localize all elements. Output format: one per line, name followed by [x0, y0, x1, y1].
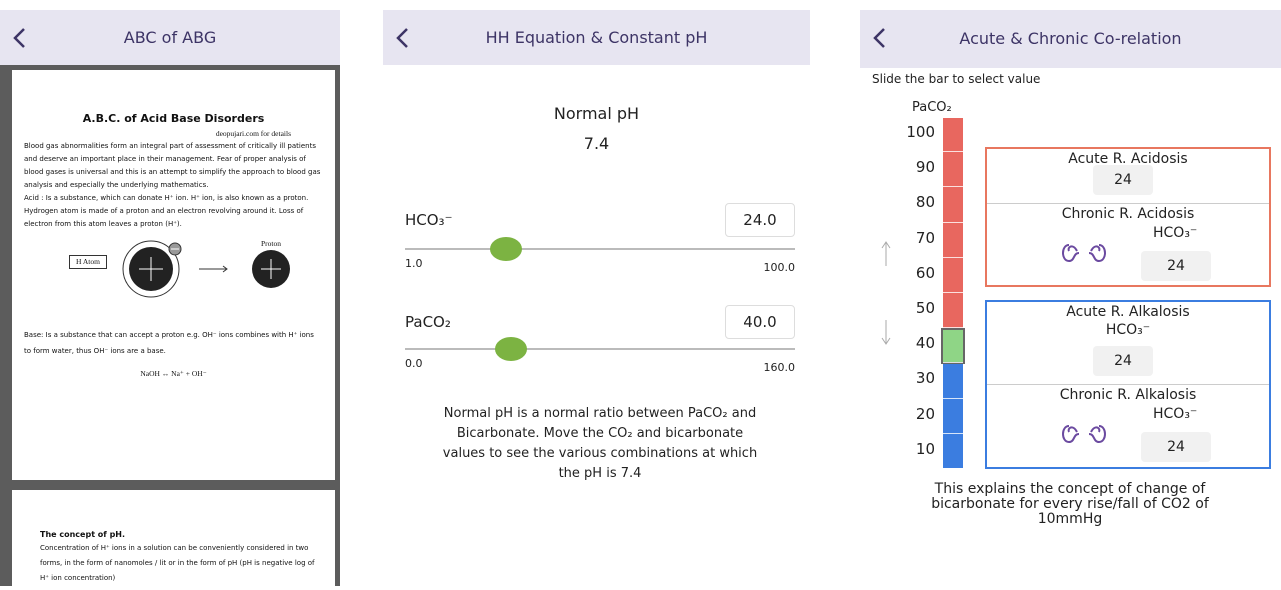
slider-label: HCO₃⁻: [405, 211, 453, 229]
header-title: HH Equation & Constant pH: [485, 28, 708, 47]
doc-title: A.B.C. of Acid Base Disorders: [82, 112, 265, 125]
atom-label: H Atom: [69, 255, 107, 269]
acute-title: Acute R. Alkalosis: [1066, 304, 1190, 320]
value-field[interactable]: 24.0: [725, 203, 795, 237]
hco3-value: 24: [1093, 346, 1153, 376]
hco3-value: 24: [1141, 251, 1211, 281]
kidney-icon: [1059, 420, 1109, 450]
chronic-title: Chronic R. Alkalosis: [1059, 387, 1197, 403]
instruction: Slide the bar to select value: [872, 72, 1041, 86]
scale-label: 30: [915, 369, 935, 388]
doc-paragraph: Concentration of H⁺ ions in a solution c…: [40, 544, 315, 582]
chronic-title: Chronic R. Acidosis: [1061, 206, 1195, 222]
divider: [987, 384, 1269, 385]
hco3-label: HCO₃⁻: [1153, 225, 1198, 241]
bar-selector[interactable]: [941, 328, 965, 364]
condition-box: Acute R. Acidosis HCO₃⁻ 24 Chronic R. Acido…: [985, 147, 1271, 287]
doc-source: deopujari.com for details: [215, 129, 291, 138]
slider-max: 160.0: [763, 361, 796, 374]
acute-title: Acute R. Acidosis: [1068, 151, 1188, 167]
hco3-label: HCO₃⁻: [1153, 406, 1198, 422]
value-field[interactable]: 40.0: [725, 305, 795, 339]
description: Normal pH is a normal ratio between PaCO…: [442, 406, 758, 481]
slider-group: PaCO₂ 40.0 0.0 160.0: [405, 305, 795, 385]
slider-min: 1.0: [405, 257, 423, 270]
atom-drawing: [122, 240, 290, 298]
document-page: A.B.C. of Acid Base Disorders deopujari.…: [12, 70, 335, 480]
scale-label: 90: [915, 158, 935, 177]
bar-tick: [943, 327, 963, 329]
divider: [987, 203, 1269, 204]
arrows: [881, 241, 891, 345]
doc-equation: NaOH ↔ Na⁺ + OH⁻: [140, 369, 207, 378]
bar-tick: [943, 432, 963, 434]
scale-label: 100: [906, 123, 935, 141]
scale-title: PaCO₂: [912, 100, 952, 115]
scale-label: 60: [915, 263, 935, 282]
bar-tick: [943, 256, 963, 258]
bar-tick: [943, 151, 963, 153]
paco2-bar[interactable]: [943, 118, 963, 468]
document-page: The concept of pH. Concentration of H⁺ i…: [12, 490, 335, 590]
proton-label: Proton: [261, 239, 282, 248]
back-button[interactable]: [395, 27, 409, 49]
scale-label: 80: [915, 193, 935, 212]
scale-label: 70: [915, 228, 935, 247]
header: Acute & Chronic Co-relation: [860, 10, 1281, 68]
doc-paragraph: Blood gas abnormalities form an integral…: [24, 142, 321, 189]
kidney-icon: [1059, 239, 1109, 269]
bar-tick: [943, 362, 963, 364]
doc-heading: The concept of pH.: [40, 530, 126, 539]
scale-label: 50: [915, 299, 935, 317]
header: ABC of ABG: [0, 10, 340, 65]
document-viewer: A.B.C. of Acid Base Disorders deopujari.…: [0, 65, 340, 590]
slider-track: [405, 248, 795, 250]
back-button[interactable]: [12, 27, 26, 49]
bar-tick: [943, 292, 963, 293]
slider-min: 0.0: [405, 357, 423, 370]
scale-label: 20: [915, 404, 935, 423]
doc-paragraph: Base: Is a substance that can accept a p…: [24, 331, 314, 355]
bar-tick: [943, 186, 963, 188]
footer: This explains the concept of change of b…: [931, 481, 1209, 527]
hco3-label: HCO₃⁻: [1105, 322, 1151, 338]
bar-tick: [943, 397, 963, 399]
slider-handle[interactable]: [490, 237, 522, 261]
scale-label: 10: [915, 439, 935, 458]
normal-label: Normal pH: [553, 104, 640, 123]
normal-value: 7.4: [583, 134, 610, 153]
header: HH Equation & Constant pH: [383, 10, 810, 65]
atom-diagram: H Atom Proton: [24, 231, 323, 309]
doc-paragraph: Acid : Is a substance, which can donate …: [24, 194, 309, 228]
header-title: Acute & Chronic Co-relation: [959, 29, 1182, 48]
slider-group: HCO₃⁻ 24.0 1.0 100.0: [405, 203, 795, 283]
bar-tick: [943, 221, 963, 223]
condition-box: Acute R. Alkalosis HCO₃⁻ 24 Chronic R. Alka…: [985, 300, 1271, 469]
back-button[interactable]: [872, 27, 886, 49]
slider-max: 100.0: [763, 261, 796, 274]
hco3-value: 24: [1141, 432, 1211, 462]
slider-label: PaCO₂: [405, 313, 451, 331]
scale-label: 40: [915, 334, 935, 353]
hco3-value: 24: [1093, 165, 1153, 195]
slider-track: [405, 348, 795, 350]
header-title: ABC of ABG: [123, 28, 217, 47]
slider-handle[interactable]: [495, 337, 527, 361]
